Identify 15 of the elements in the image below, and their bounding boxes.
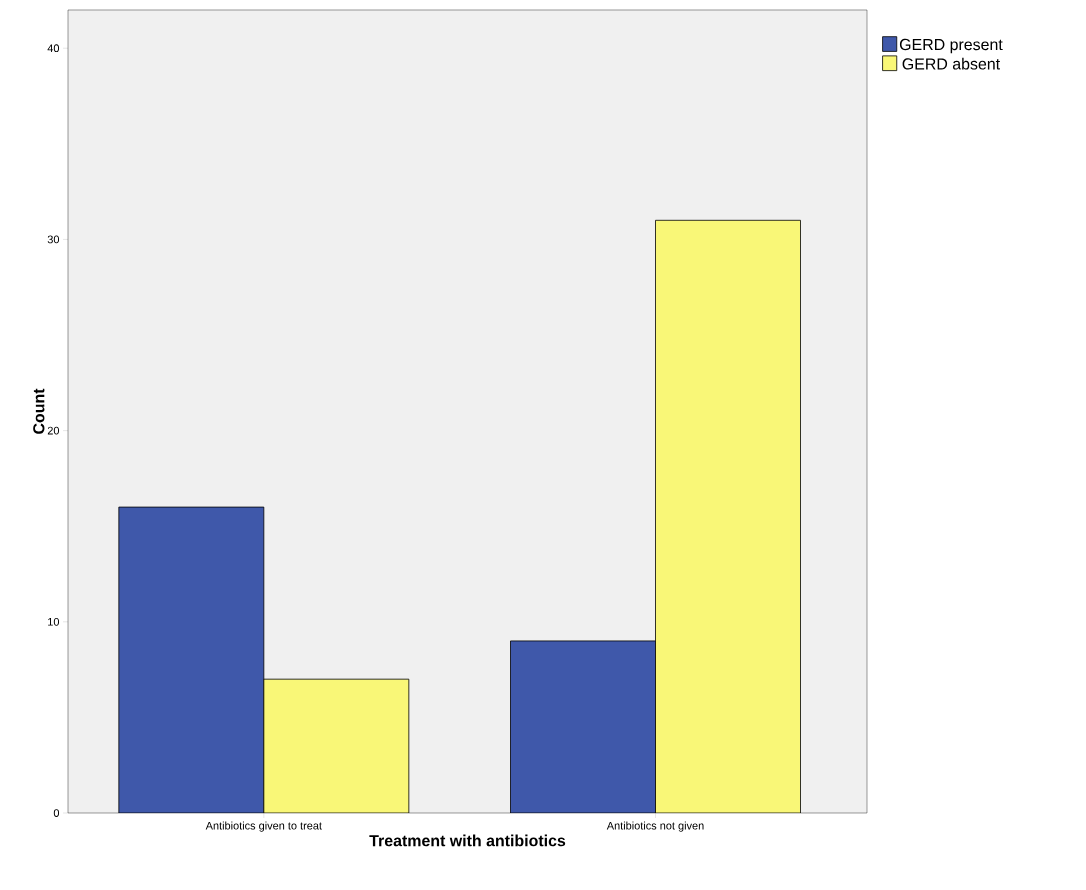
bar — [263, 678, 410, 813]
bar — [510, 640, 656, 813]
legend-label: GERD present — [899, 38, 1003, 54]
bar — [118, 506, 265, 813]
y-tick-label: 30 — [47, 235, 60, 244]
y-tick-label: 0 — [53, 809, 60, 817]
x-tick-label: Antibiotics given to treat — [205, 821, 322, 832]
y-tick-label: 20 — [47, 426, 60, 435]
x-tick-label: Antibiotics not given — [606, 821, 704, 832]
y-axis-title: Count — [33, 388, 45, 434]
bar — [655, 219, 801, 813]
legend-label: GERD absent — [902, 57, 1000, 70]
y-tick-label: 10 — [48, 617, 60, 626]
y-tick-label: 40 — [47, 44, 60, 53]
x-axis-title: Treatment with antibiotics — [369, 834, 566, 847]
